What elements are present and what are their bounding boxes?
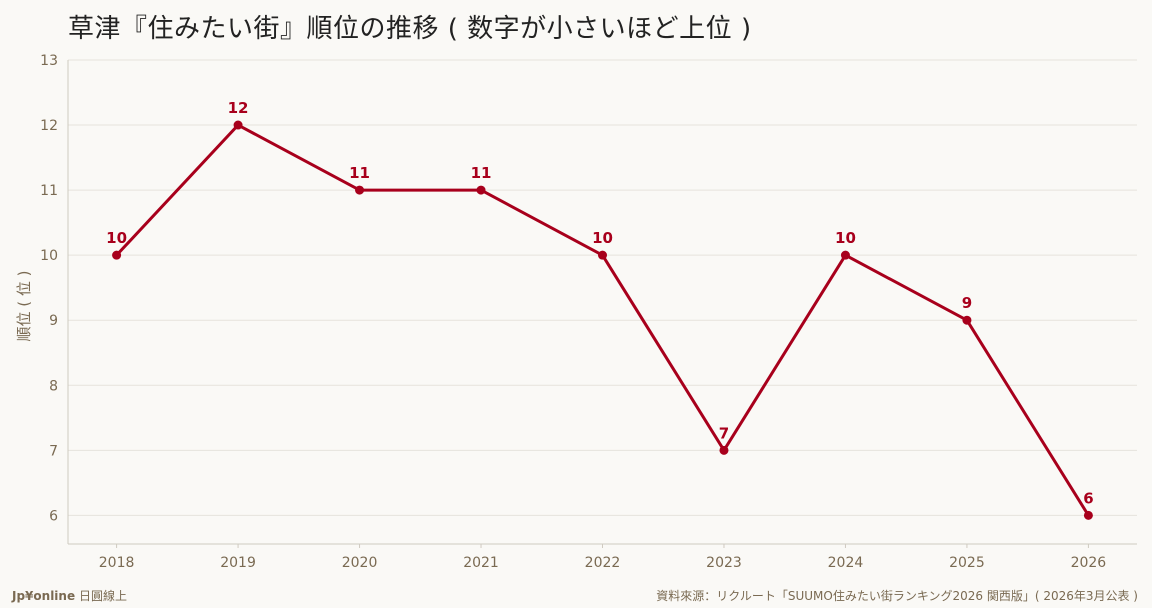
chart-title: 草津『住みたい街』順位の推移 ( 数字が小さいほど上位 ) [68, 14, 752, 44]
y-tick-label: 12 [40, 118, 58, 134]
source-note: 資料來源：リクルート「SUUMO住みたい街ランキング2026 関西版」( 202… [656, 589, 1138, 603]
data-label: 10 [592, 229, 613, 247]
data-label: 12 [228, 99, 249, 117]
y-tick-label: 7 [49, 443, 58, 459]
y-tick-label: 6 [49, 508, 58, 524]
brand-name: Jp¥online [12, 589, 76, 603]
data-label: 7 [719, 424, 729, 442]
x-tick-label: 2020 [342, 555, 378, 571]
brand-credit: Jp¥online 日圓線上 [12, 587, 127, 604]
y-tick-label: 13 [40, 53, 58, 69]
data-point [476, 185, 486, 195]
data-point [598, 250, 607, 260]
y-tick-label: 9 [49, 313, 58, 329]
data-label: 11 [349, 164, 370, 182]
x-tick-label: 2021 [463, 555, 499, 571]
data-point [355, 185, 365, 195]
y-axis-label: 順位 ( 位 ) [15, 270, 33, 341]
data-point [233, 120, 243, 130]
x-tick-label: 2023 [706, 555, 742, 571]
data-point [962, 315, 972, 325]
y-tick-label: 8 [49, 378, 58, 394]
data-label: 10 [835, 229, 856, 247]
data-label: 10 [106, 229, 127, 247]
x-tick-label: 2025 [949, 555, 985, 571]
x-tick-label: 2026 [1071, 555, 1107, 571]
brand-subname: 日圓線上 [78, 589, 127, 603]
y-tick-label: 11 [40, 183, 58, 199]
y-tick-label: 10 [40, 248, 58, 264]
data-point [719, 445, 729, 455]
x-tick-label: 2018 [99, 555, 135, 571]
data-point [112, 250, 122, 260]
data-label: 9 [962, 294, 972, 312]
x-tick-label: 2022 [585, 555, 621, 571]
data-label: 11 [471, 164, 492, 182]
data-point [1083, 510, 1093, 520]
x-tick-label: 2024 [828, 555, 864, 571]
x-tick-label: 2019 [220, 555, 256, 571]
data-point [840, 250, 850, 260]
data-label: 6 [1083, 489, 1093, 507]
